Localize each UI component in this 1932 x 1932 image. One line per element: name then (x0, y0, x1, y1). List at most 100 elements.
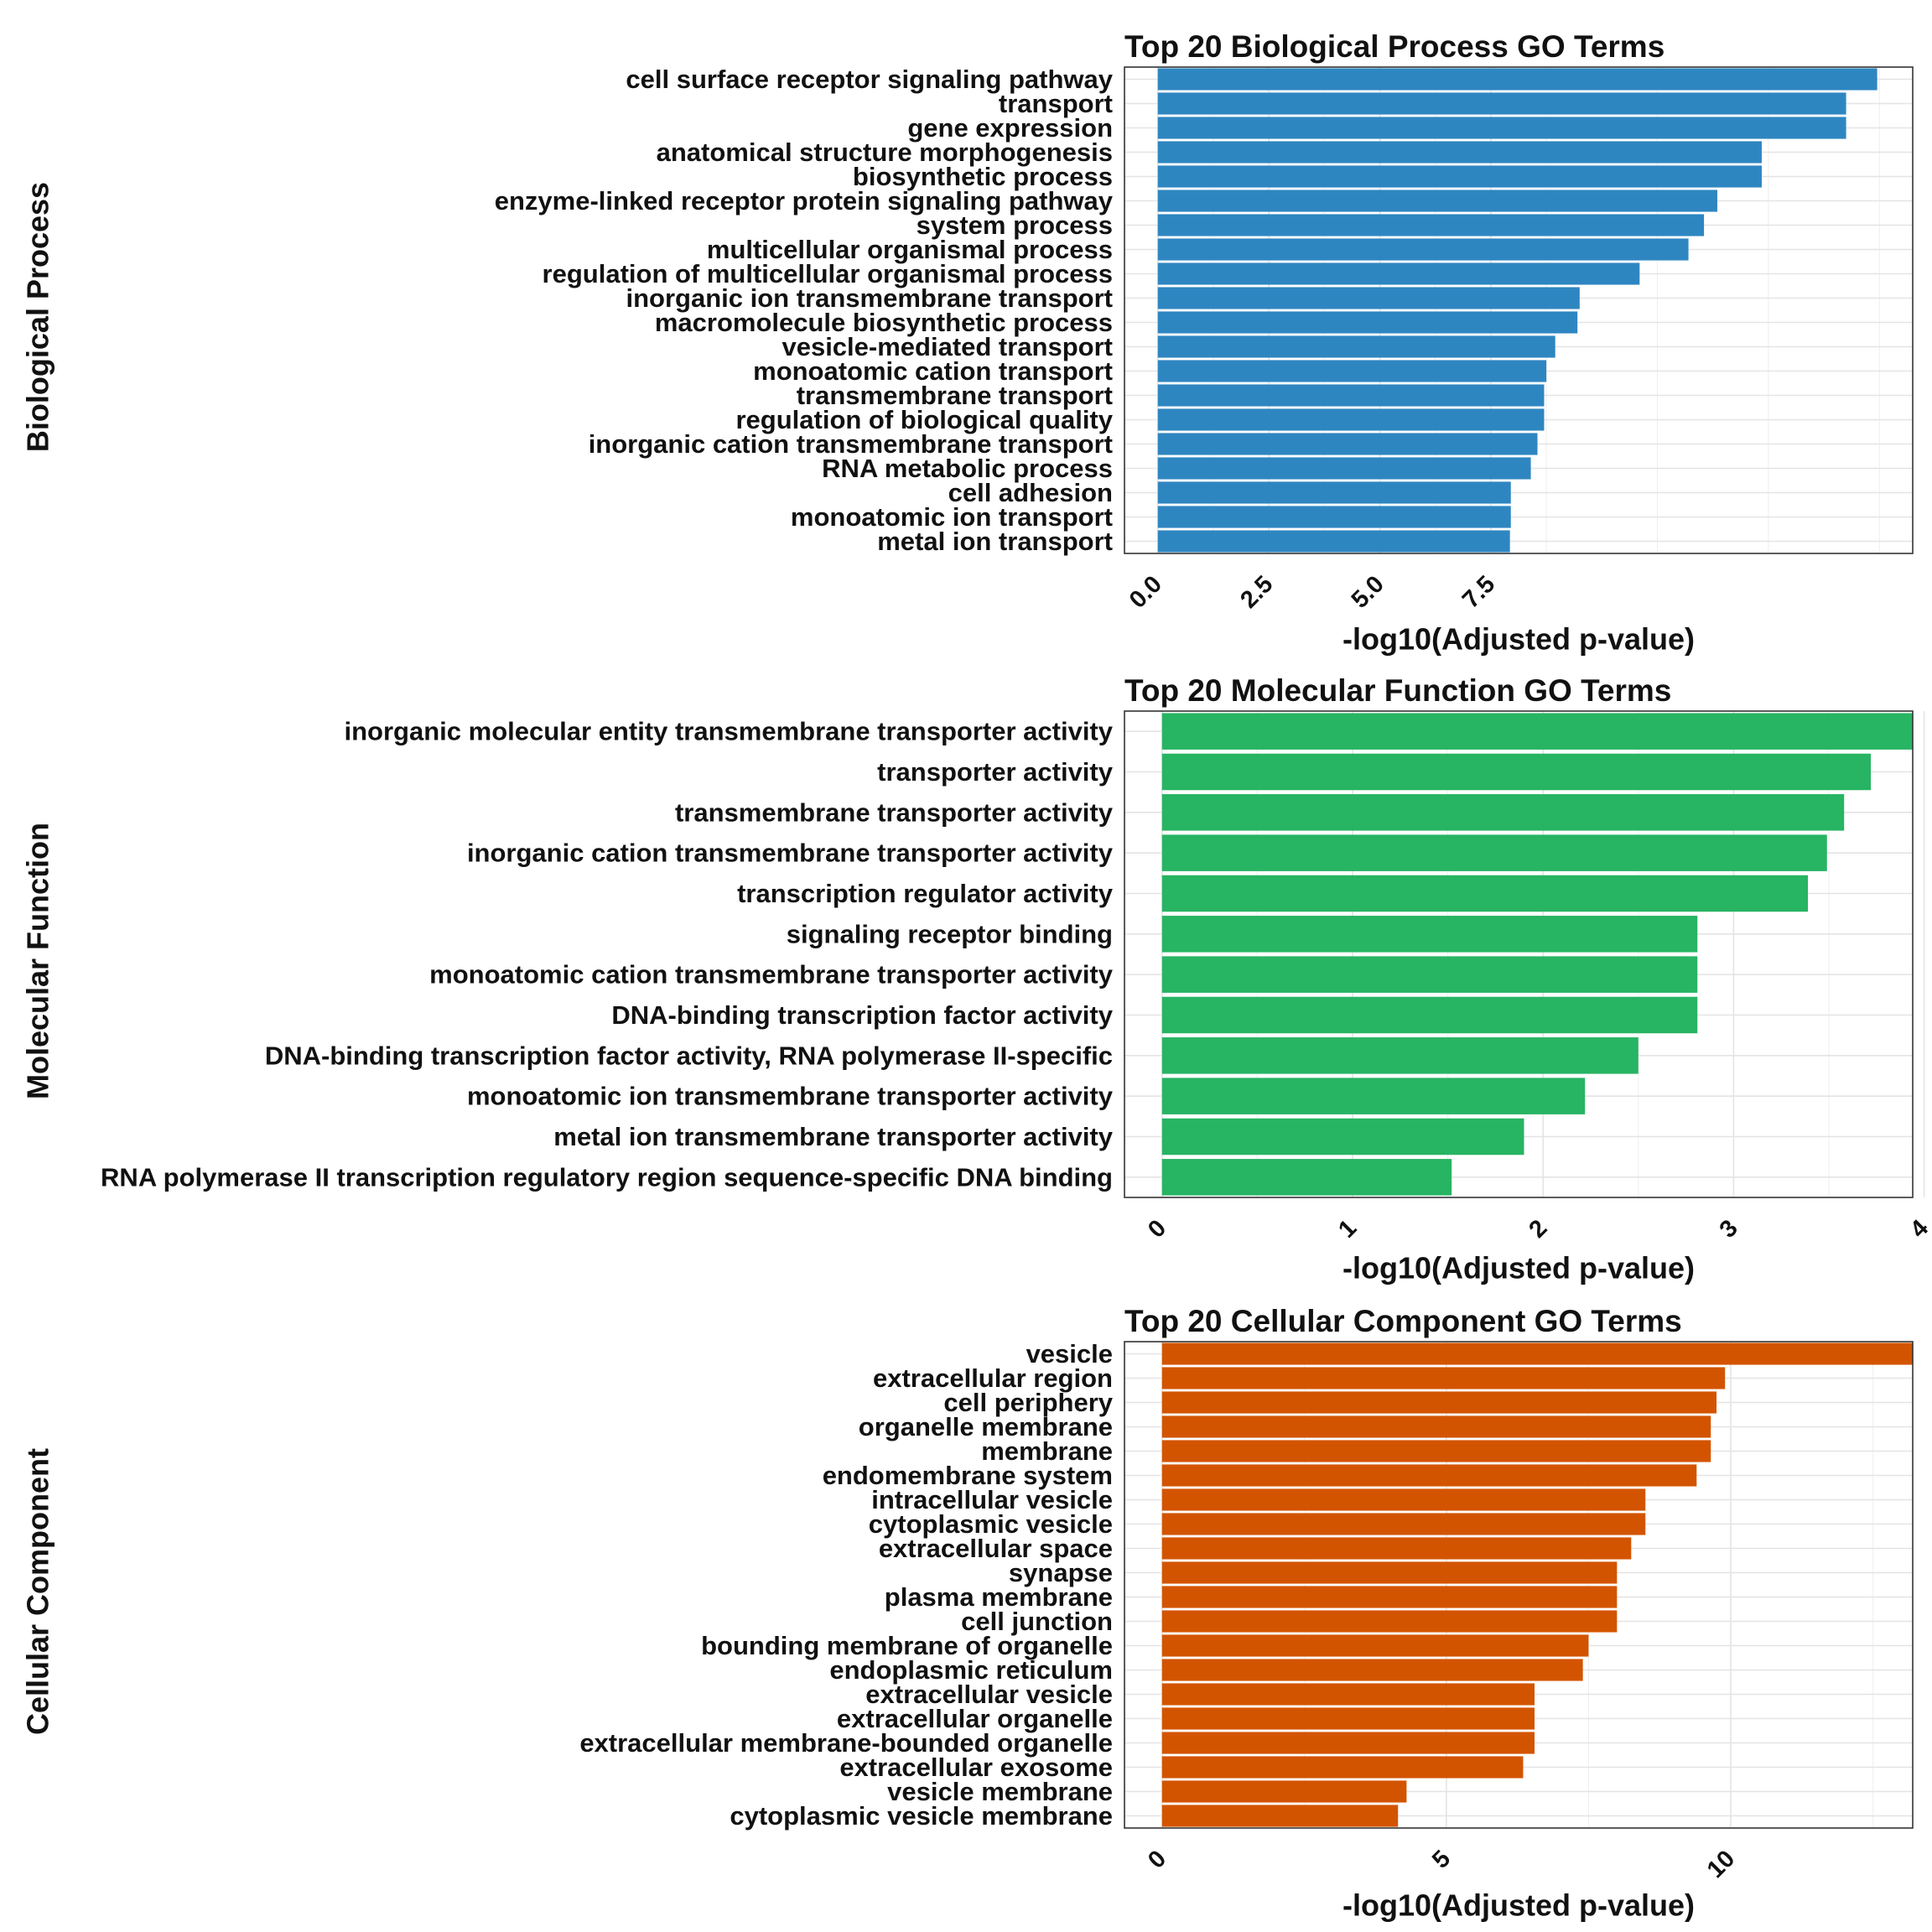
category-label: endoplasmic reticulum (829, 1655, 1113, 1685)
bar (1157, 190, 1717, 212)
bar (1157, 311, 1578, 334)
y-axis-title: Molecular Function (21, 823, 55, 1099)
bar (1157, 287, 1580, 309)
bar (1157, 141, 1762, 164)
category-label: plasma membrane (885, 1582, 1113, 1612)
category-label: bounding membrane of organelle (701, 1631, 1113, 1660)
bar (1161, 834, 1827, 871)
category-label: biosynthetic process (853, 162, 1113, 191)
bar (1161, 1659, 1583, 1681)
bar (1157, 408, 1545, 431)
category-label: organelle membrane (859, 1412, 1113, 1441)
bar (1161, 1780, 1407, 1803)
category-label: transcription regulator activity (737, 879, 1114, 908)
x-tick-label: 3 (1715, 1215, 1743, 1244)
category-label: RNA polymerase II transcription regulato… (101, 1162, 1113, 1192)
bar (1157, 214, 1705, 236)
bar (1161, 956, 1698, 993)
bar (1157, 68, 1877, 91)
x-tick-label: 0.0 (1124, 571, 1167, 614)
category-label: regulation of biological quality (735, 405, 1113, 434)
bar (1157, 384, 1545, 407)
category-label: RNA metabolic process (822, 454, 1113, 483)
bar (1161, 1756, 1524, 1779)
bar (1157, 165, 1762, 188)
bar (1161, 1586, 1618, 1608)
category-label: metal ion transport (877, 527, 1113, 556)
category-label: monoatomic ion transmembrane transporter… (467, 1082, 1114, 1111)
category-label: multicellular organismal process (707, 235, 1113, 264)
category-label: extracellular exosome (839, 1753, 1113, 1782)
x-tick-label: 0 (1143, 1846, 1171, 1874)
bar (1161, 753, 1872, 791)
category-label: transport (999, 89, 1113, 118)
bar (1157, 335, 1555, 358)
category-label: membrane (981, 1436, 1113, 1466)
category-label: extracellular region (873, 1363, 1113, 1393)
x-tick-label: 4 (1905, 1215, 1932, 1244)
x-tick-label: 7.5 (1457, 571, 1500, 614)
bar (1157, 117, 1846, 139)
bar (1161, 1118, 1524, 1156)
bar (1157, 360, 1547, 382)
chart-title: Top 20 Biological Process GO Terms (1124, 29, 1665, 64)
bar (1161, 1343, 1913, 1365)
category-label: inorganic ion transmembrane transport (626, 283, 1114, 313)
y-axis-title: Cellular Component (21, 1448, 55, 1735)
bar (1157, 238, 1689, 261)
bar (1157, 262, 1640, 285)
bar (1161, 1707, 1535, 1730)
bar (1161, 1610, 1618, 1633)
bar (1161, 1732, 1535, 1754)
bar (1161, 1561, 1618, 1584)
x-tick-label: 1 (1333, 1215, 1362, 1244)
panel-border (1124, 710, 1914, 1198)
bar (1161, 1078, 1586, 1114)
x-tick-label: 10 (1702, 1846, 1740, 1883)
category-label: anatomical structure morphogenesis (657, 138, 1113, 167)
bar (1161, 1037, 1639, 1074)
category-label: cytoplasmic vesicle membrane (730, 1801, 1113, 1831)
category-label: intracellular vesicle (871, 1485, 1113, 1514)
category-label: transmembrane transport (797, 381, 1113, 410)
category-label: endomembrane system (823, 1461, 1113, 1490)
bar (1157, 92, 1846, 115)
category-label: system process (917, 210, 1113, 240)
bar (1161, 1415, 1711, 1438)
category-label: extracellular membrane-bounded organelle (579, 1728, 1113, 1758)
category-label: monoatomic cation transport (753, 356, 1113, 386)
x-axis-title: -log10(Adjusted p-value) (1343, 622, 1695, 657)
category-label: monoatomic ion transport (791, 502, 1113, 532)
x-tick-label: 5 (1427, 1846, 1456, 1874)
category-label: enzyme-linked receptor protein signaling… (495, 186, 1114, 216)
category-label: cell periphery (943, 1388, 1113, 1417)
category-label: macromolecule biosynthetic process (655, 308, 1113, 337)
category-label: transmembrane transporter activity (675, 797, 1114, 827)
bar (1161, 1683, 1535, 1706)
category-label: regulation of multicellular organismal p… (543, 259, 1113, 288)
bar (1161, 1537, 1632, 1560)
category-label: inorganic cation transmembrane transport… (467, 839, 1114, 868)
panel-border (1124, 66, 1914, 554)
chart-panel: inorganic molecular entity transmembrane… (21, 673, 1932, 1285)
bar (1157, 481, 1511, 504)
x-axis-title: -log10(Adjusted p-value) (1343, 1888, 1695, 1923)
category-label: cell surface receptor signaling pathway (626, 65, 1113, 94)
category-label: extracellular vesicle (865, 1680, 1113, 1709)
x-tick-label: 2.5 (1235, 571, 1278, 614)
category-label: transporter activity (877, 757, 1114, 787)
x-tick-label: 0 (1143, 1215, 1171, 1244)
category-label: vesicle-mediated transport (782, 332, 1113, 361)
chart-panel: cell surface receptor signaling pathwayt… (21, 29, 1914, 657)
x-tick-label: 2 (1524, 1215, 1552, 1244)
category-label: extracellular organelle (837, 1704, 1113, 1733)
bar (1161, 996, 1698, 1034)
bar (1161, 1805, 1399, 1827)
bar (1161, 1464, 1697, 1487)
panel-border (1124, 1341, 1914, 1829)
bar (1161, 1488, 1646, 1511)
category-label: DNA-binding transcription factor activit… (265, 1041, 1113, 1070)
bar (1161, 1367, 1726, 1389)
category-label: vesicle membrane (887, 1777, 1113, 1806)
